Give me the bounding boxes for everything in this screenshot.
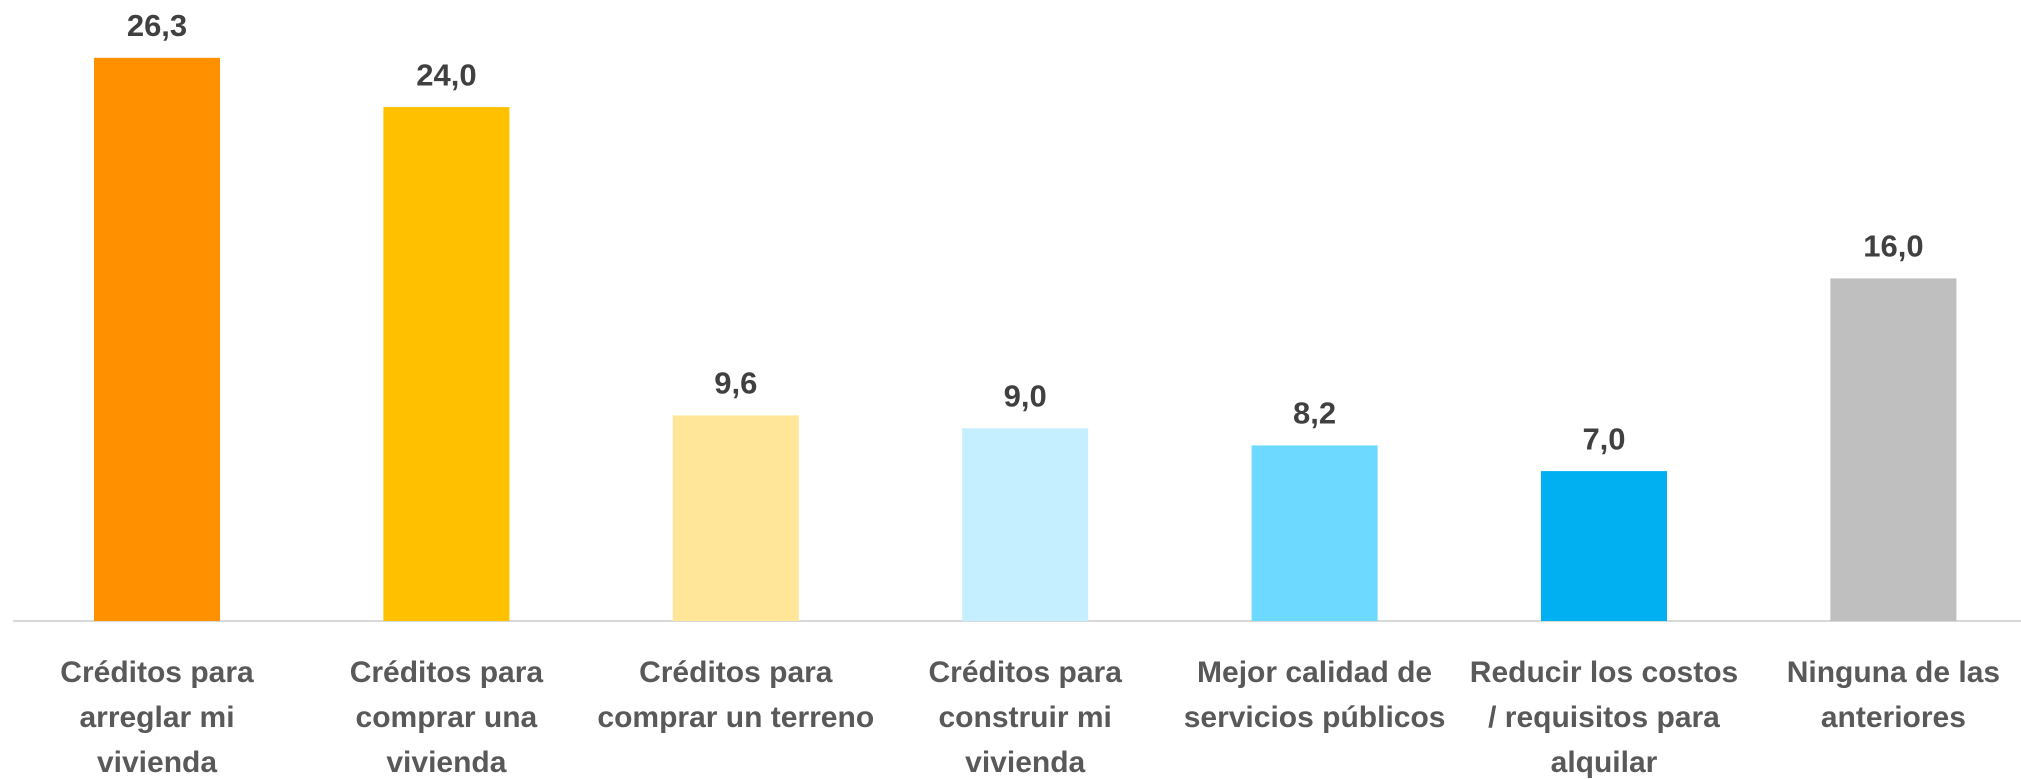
bar: [1251, 445, 1378, 621]
x-tick-label: Ninguna de las anteriores: [1786, 656, 2001, 734]
bar: [94, 57, 220, 621]
value-label: 26,3: [127, 8, 187, 43]
bar: [1541, 471, 1667, 621]
bar: [1830, 278, 1957, 621]
x-tick-label: Reducir los costos / requisitos para alq…: [1469, 656, 1739, 779]
value-label: 9,0: [1004, 378, 1047, 413]
x-tick-label: Créditos para comprar una vivienda: [349, 656, 544, 779]
bar: [383, 107, 510, 621]
x-tick-label: Créditos para arreglar mi vivienda: [60, 656, 254, 779]
value-label: 24,0: [416, 57, 476, 92]
bar: [962, 428, 1089, 621]
value-label: 16,0: [1863, 229, 1923, 264]
value-label: 8,2: [1293, 396, 1336, 431]
x-tick-label: Créditos para construir mi vivienda: [928, 656, 1122, 779]
x-tick-label: Créditos para comprar un terreno: [597, 656, 875, 734]
value-label: 7,0: [1582, 421, 1625, 456]
bar: [672, 415, 799, 621]
x-tick-label: Mejor calidad de servicios públicos: [1183, 656, 1446, 734]
value-label: 9,6: [714, 366, 757, 401]
